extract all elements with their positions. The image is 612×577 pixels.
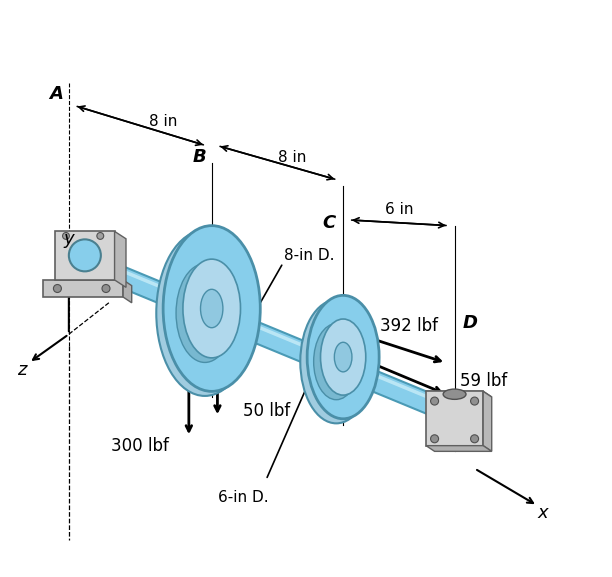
Text: 8 in: 8 in — [149, 114, 177, 129]
Polygon shape — [426, 391, 491, 397]
Text: y: y — [64, 230, 74, 249]
Circle shape — [431, 435, 439, 443]
Polygon shape — [123, 280, 132, 303]
Circle shape — [97, 233, 103, 239]
Text: C: C — [323, 214, 335, 232]
Polygon shape — [54, 231, 114, 280]
Polygon shape — [426, 391, 483, 445]
Circle shape — [62, 233, 69, 239]
Text: z: z — [17, 361, 27, 379]
Circle shape — [53, 284, 61, 293]
Text: 8-in D.: 8-in D. — [283, 248, 334, 263]
Circle shape — [102, 284, 110, 293]
Polygon shape — [114, 231, 126, 287]
Text: 392 lbf: 392 lbf — [380, 317, 438, 335]
Text: 50 lbf: 50 lbf — [243, 402, 290, 421]
Ellipse shape — [201, 289, 223, 328]
Ellipse shape — [334, 342, 352, 372]
Circle shape — [471, 435, 479, 443]
Ellipse shape — [300, 300, 372, 424]
Text: 6 in: 6 in — [384, 202, 413, 217]
Circle shape — [471, 397, 479, 405]
Polygon shape — [43, 280, 123, 297]
Text: B: B — [192, 148, 206, 166]
Text: D: D — [463, 314, 478, 332]
Polygon shape — [426, 445, 491, 451]
Text: A: A — [50, 85, 63, 103]
Text: 8 in: 8 in — [277, 149, 306, 164]
Ellipse shape — [321, 319, 366, 395]
Circle shape — [431, 397, 439, 405]
Polygon shape — [91, 256, 458, 424]
Circle shape — [69, 239, 101, 271]
Polygon shape — [483, 391, 491, 451]
Ellipse shape — [307, 295, 379, 419]
Text: 300 lbf: 300 lbf — [111, 437, 170, 455]
Ellipse shape — [314, 324, 359, 400]
Text: 6-in D.: 6-in D. — [218, 489, 269, 504]
Text: x: x — [538, 504, 548, 522]
Ellipse shape — [443, 389, 466, 399]
Ellipse shape — [183, 259, 241, 358]
Ellipse shape — [156, 230, 253, 396]
Ellipse shape — [176, 264, 234, 362]
Ellipse shape — [163, 226, 260, 391]
Text: 59 lbf: 59 lbf — [460, 372, 507, 390]
